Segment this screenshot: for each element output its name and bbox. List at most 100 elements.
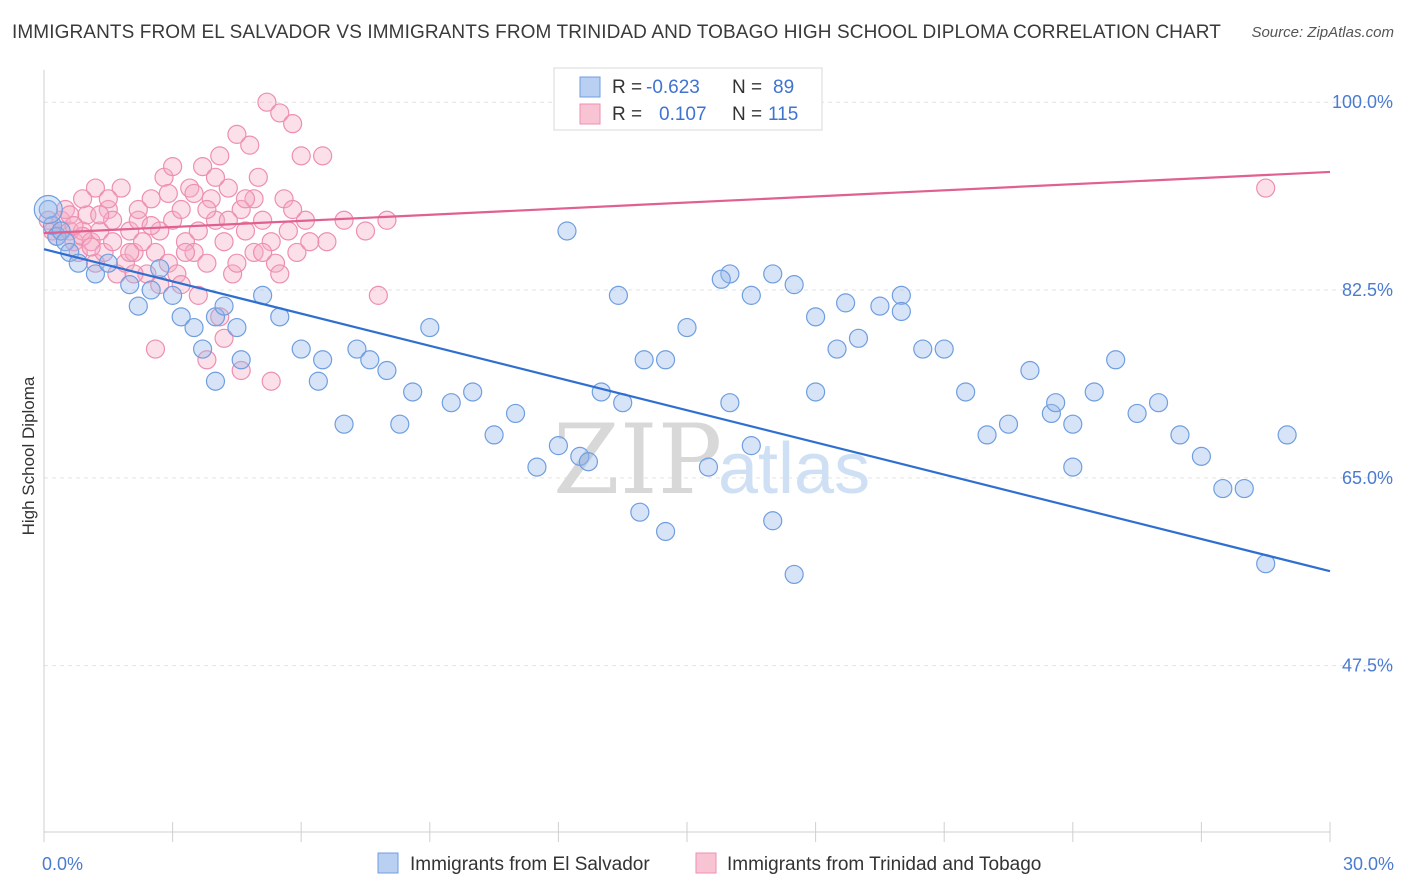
elsalvador-point-74 bbox=[578, 452, 599, 472]
elsalvador-point-37 bbox=[505, 403, 526, 424]
trinidad-point-17 bbox=[111, 178, 131, 198]
elsalvador-point-21 bbox=[231, 350, 251, 370]
y-tick-label-0: 100.0% bbox=[1332, 92, 1393, 112]
elsalvador-point-15 bbox=[184, 317, 204, 338]
elsalvador-point-68 bbox=[1170, 425, 1190, 445]
elsalvador-point-35 bbox=[463, 382, 483, 402]
trinidad-point-60 bbox=[313, 146, 333, 166]
elsalvador-point-69 bbox=[1191, 446, 1212, 466]
legend-box: R = -0.623 N = 89 R = 0.107 N = 115 bbox=[553, 67, 823, 131]
elsalvador-point-19 bbox=[227, 317, 247, 338]
legend-swatch-blue bbox=[579, 76, 601, 98]
elsalvador-point-33 bbox=[420, 317, 440, 338]
trinidad-point-47 bbox=[240, 135, 260, 155]
elsalvador-point-86 bbox=[891, 301, 911, 322]
elsalvador-point-38 bbox=[527, 457, 547, 477]
trinidad-point-50 bbox=[253, 210, 273, 230]
elsalvador-point-84 bbox=[711, 269, 731, 289]
x-tick-labels: 0.0% 30.0% bbox=[42, 854, 1394, 874]
trinidad-point-96 bbox=[64, 216, 84, 236]
elsalvador-point-0 bbox=[38, 199, 58, 220]
trinidad-point-83 bbox=[98, 189, 118, 209]
elsalvador-point-12 bbox=[150, 258, 170, 279]
elsalvador-point-59 bbox=[977, 425, 997, 445]
elsalvador-point-67 bbox=[1148, 393, 1169, 413]
bottom-legend-label-trinidad: Immigrants from Trinidad and Tobago bbox=[727, 854, 1041, 875]
elsalvador-point-27 bbox=[334, 414, 354, 434]
y-tick-labels: 100.0% 82.5% 65.0% 47.5% bbox=[1332, 92, 1393, 675]
x-tick-label-0: 0.0% bbox=[42, 854, 83, 874]
legend-swatch-pink bbox=[579, 103, 601, 125]
elsalvador-point-62 bbox=[1041, 403, 1061, 424]
trinidad-point-85 bbox=[81, 237, 101, 257]
elsalvador-point-63 bbox=[1063, 414, 1083, 434]
series-elsalvador-points bbox=[33, 194, 1297, 585]
trinidad-point-91 bbox=[317, 232, 337, 252]
elsalvador-point-53 bbox=[848, 328, 869, 348]
elsalvador-point-24 bbox=[291, 339, 311, 359]
elsalvador-point-43 bbox=[634, 350, 654, 370]
trinidad-trend-line bbox=[43, 170, 1331, 235]
elsalvador-point-83 bbox=[608, 285, 629, 305]
trinidad-point-89 bbox=[270, 264, 290, 284]
trinidad-point-80 bbox=[205, 167, 226, 187]
trinidad-point-44 bbox=[227, 124, 247, 144]
elsalvador-point-82 bbox=[557, 221, 577, 241]
elsalvador-point-44 bbox=[655, 350, 676, 370]
trinidad-point-38 bbox=[201, 189, 221, 209]
elsalvador-point-36 bbox=[484, 425, 504, 445]
bottom-legend-swatch-blue bbox=[377, 852, 399, 874]
trinidad-point-86 bbox=[141, 216, 161, 236]
legend-r-value-2: 0.107 bbox=[659, 104, 707, 125]
elsalvador-point-54 bbox=[870, 296, 890, 316]
trinidad-point-82 bbox=[128, 199, 148, 220]
elsalvador-point-25 bbox=[313, 350, 333, 370]
trinidad-point-103 bbox=[1256, 178, 1276, 198]
elsalvador-point-29 bbox=[360, 350, 380, 370]
trinidad-point-87 bbox=[197, 199, 217, 220]
legend-r-label-2: R = bbox=[612, 104, 642, 125]
elsalvador-point-7 bbox=[85, 264, 106, 284]
trinidad-point-74 bbox=[85, 178, 106, 198]
trinidad-point-94 bbox=[120, 242, 140, 263]
trinidad-point-68 bbox=[261, 371, 281, 391]
trinidad-point-59 bbox=[291, 146, 311, 166]
trinidad-point-63 bbox=[377, 210, 397, 230]
legend-r-label-1: R = bbox=[612, 77, 642, 98]
trinidad-point-64 bbox=[210, 307, 230, 327]
x-tick-label-1: 30.0% bbox=[1343, 854, 1394, 874]
trinidad-point-66 bbox=[214, 328, 234, 348]
elsalvador-point-79 bbox=[763, 264, 783, 284]
elsalvador-point-56 bbox=[913, 339, 933, 359]
elsalvador-point-32 bbox=[403, 382, 423, 402]
chart-title: IMMIGRANTS FROM EL SALVADOR VS IMMIGRANT… bbox=[12, 22, 1221, 43]
chart-source: Source: ZipAtlas.com bbox=[1251, 24, 1394, 41]
elsalvador-point-58 bbox=[956, 382, 976, 402]
trend-lines bbox=[43, 170, 1331, 573]
trinidad-point-101 bbox=[368, 285, 388, 305]
elsalvador-point-20 bbox=[205, 371, 226, 391]
trinidad-point-95 bbox=[90, 205, 110, 225]
trinidad-point-42 bbox=[218, 178, 238, 198]
trinidad-point-100 bbox=[283, 199, 303, 220]
bottom-legend-label-elsalvador: Immigrants from El Salvador bbox=[410, 854, 650, 875]
trinidad-point-22 bbox=[132, 232, 153, 252]
elsalvador-point-46 bbox=[698, 457, 719, 477]
elsalvador-point-34 bbox=[441, 393, 461, 413]
trinidad-point-53 bbox=[265, 253, 286, 273]
trinidad-point-79 bbox=[253, 242, 273, 263]
elsalvador-point-80 bbox=[784, 275, 804, 295]
elsalvador-trend-line bbox=[43, 248, 1331, 573]
x-ticks bbox=[43, 822, 1331, 842]
trinidad-point-98 bbox=[184, 183, 204, 204]
bottom-legend: Immigrants from El Salvador Immigrants f… bbox=[377, 852, 1041, 875]
elsalvador-point-48 bbox=[741, 436, 761, 456]
elsalvador-point-49 bbox=[763, 511, 783, 531]
trinidad-point-97 bbox=[158, 183, 178, 204]
watermark-zip: ZIP bbox=[553, 404, 722, 516]
elsalvador-point-47 bbox=[720, 393, 740, 413]
elsalvador-point-26 bbox=[308, 371, 328, 391]
elsalvador-point-75 bbox=[630, 502, 650, 522]
trinidad-point-31 bbox=[171, 199, 191, 220]
elsalvador-point-50 bbox=[784, 564, 804, 585]
